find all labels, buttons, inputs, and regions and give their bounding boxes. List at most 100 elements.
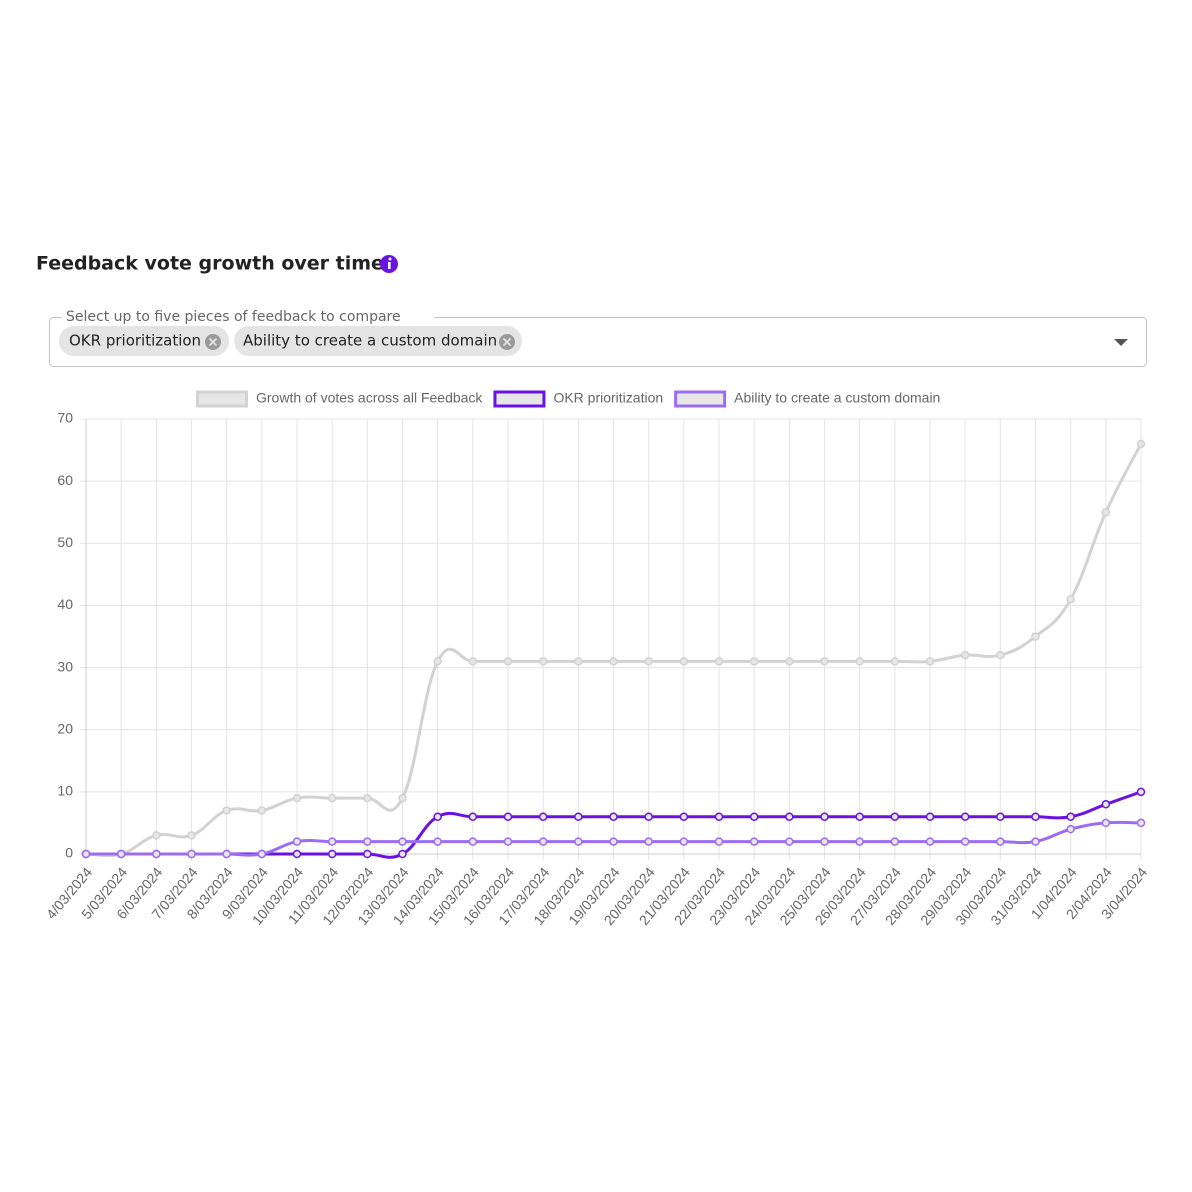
chip[interactable]: OKR prioritization — [59, 326, 229, 356]
data-point — [574, 812, 583, 821]
legend-swatch — [493, 390, 546, 408]
data-point — [398, 793, 407, 803]
data-point — [152, 849, 161, 859]
data-point — [749, 837, 759, 846]
data-point — [679, 657, 689, 666]
data-point — [257, 849, 267, 859]
data-point — [222, 806, 231, 815]
data-point — [187, 849, 196, 859]
legend-label: Growth of votes across all Feedback — [256, 390, 483, 406]
data-point — [1031, 812, 1040, 821]
data-point — [292, 837, 302, 846]
data-point — [996, 812, 1005, 821]
data-point — [468, 837, 478, 846]
section-title: Feedback vote growth over time — [36, 253, 384, 275]
info-icon[interactable] — [380, 255, 398, 273]
data-point — [538, 812, 548, 821]
data-point — [1136, 787, 1146, 797]
data-point — [960, 837, 970, 846]
data-point — [855, 812, 864, 821]
data-point — [81, 849, 91, 859]
data-point — [785, 837, 794, 846]
data-point — [714, 837, 724, 846]
data-point — [609, 657, 618, 666]
legend-swatch — [674, 390, 727, 408]
data-point — [890, 837, 900, 846]
data-point — [820, 657, 829, 666]
data-point — [749, 657, 759, 666]
data-point — [960, 650, 970, 660]
label-mask — [62, 312, 434, 324]
y-tick-label: 40 — [57, 596, 73, 612]
data-point — [538, 657, 548, 666]
data-point — [398, 849, 407, 859]
data-point — [503, 657, 513, 666]
data-point — [1136, 818, 1146, 828]
data-point — [222, 849, 231, 859]
data-point — [820, 837, 829, 846]
data-point — [996, 837, 1005, 846]
data-point — [609, 837, 618, 846]
data-point — [292, 793, 302, 803]
data-point — [327, 837, 337, 846]
data-point — [468, 812, 478, 821]
data-point — [749, 812, 759, 821]
dropdown-arrow[interactable] — [1114, 339, 1128, 346]
data-point — [468, 657, 478, 666]
y-tick-label: 20 — [57, 720, 73, 736]
data-point — [679, 812, 689, 821]
data-point — [1066, 824, 1075, 834]
data-point — [925, 812, 935, 821]
data-point — [644, 837, 653, 846]
chip-label: Ability to create a custom domain — [243, 332, 497, 350]
y-tick-label: 50 — [57, 534, 73, 550]
data-point — [609, 812, 618, 821]
data-point — [679, 837, 689, 846]
data-point — [855, 837, 864, 846]
data-point — [116, 849, 126, 859]
data-point — [785, 812, 794, 821]
y-tick-label: 0 — [65, 845, 73, 861]
data-point — [1136, 439, 1146, 449]
legend-swatch — [196, 390, 248, 408]
data-point — [433, 837, 442, 846]
data-point — [433, 812, 442, 821]
y-tick-label: 10 — [57, 783, 73, 799]
chip-label: OKR prioritization — [69, 332, 201, 350]
data-point — [327, 849, 337, 859]
data-point — [327, 793, 337, 803]
data-point — [1101, 800, 1111, 809]
data-point — [714, 812, 724, 821]
data-point — [503, 812, 513, 821]
y-tick-label: 30 — [57, 658, 73, 674]
data-point — [574, 837, 583, 846]
data-point — [1101, 507, 1111, 517]
data-point — [1101, 818, 1111, 828]
data-point — [1066, 812, 1075, 821]
legend-label: OKR prioritization — [553, 390, 663, 406]
data-point — [187, 831, 196, 840]
data-point — [1031, 632, 1040, 641]
data-point — [1066, 594, 1075, 604]
y-tick-label: 70 — [57, 410, 73, 426]
data-point — [363, 793, 372, 803]
y-tick-label: 60 — [57, 472, 73, 488]
legend-label: Ability to create a custom domain — [734, 390, 940, 406]
chip[interactable]: Ability to create a custom domain — [234, 326, 522, 356]
data-point — [890, 657, 900, 666]
data-point — [890, 812, 900, 821]
data-point — [503, 837, 513, 846]
data-point — [785, 657, 794, 666]
data-point — [538, 837, 548, 846]
data-point — [363, 849, 372, 859]
data-point — [398, 837, 407, 846]
data-point — [820, 812, 829, 821]
data-point — [257, 806, 267, 815]
data-point — [996, 650, 1005, 660]
data-point — [363, 837, 372, 846]
data-point — [925, 837, 935, 846]
data-point — [574, 657, 583, 666]
data-point — [644, 812, 653, 821]
data-point — [292, 849, 302, 859]
